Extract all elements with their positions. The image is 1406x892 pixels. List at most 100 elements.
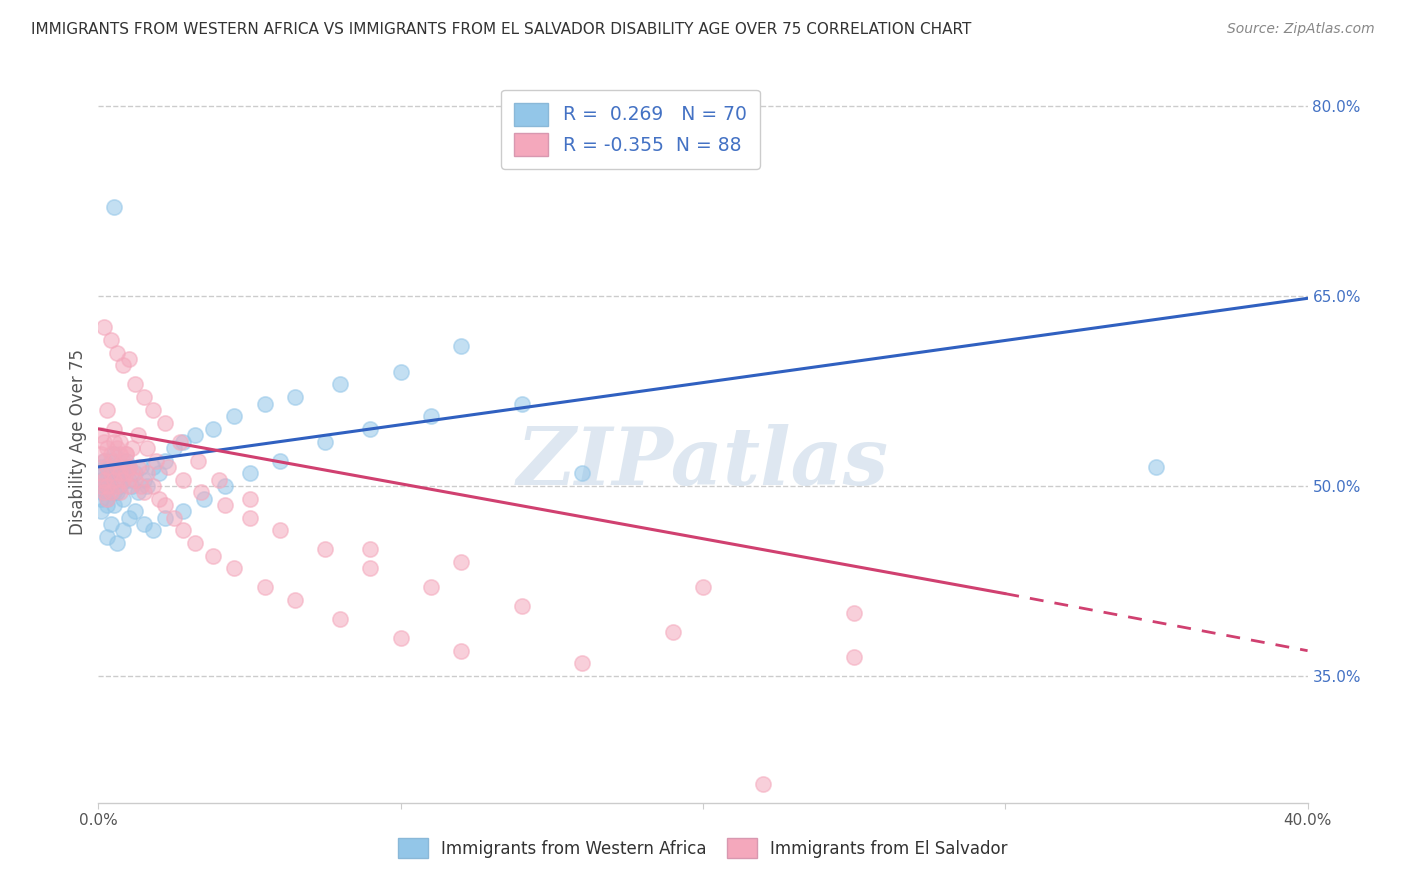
Point <box>103 422 125 436</box>
Point <box>118 510 141 524</box>
Point <box>172 434 194 449</box>
Point <box>103 200 125 214</box>
Point <box>105 346 128 360</box>
Point <box>172 523 194 537</box>
Point <box>127 485 149 500</box>
Point <box>239 510 262 524</box>
Point <box>96 491 118 506</box>
Point <box>314 434 336 449</box>
Point <box>108 434 131 449</box>
Point <box>142 402 165 417</box>
Point <box>103 498 125 512</box>
Point <box>124 377 146 392</box>
Point <box>100 453 122 467</box>
Point <box>172 504 194 518</box>
Point <box>153 416 176 430</box>
Point <box>510 396 533 410</box>
Point <box>510 599 533 614</box>
Text: IMMIGRANTS FROM WESTERN AFRICA VS IMMIGRANTS FROM EL SALVADOR DISABILITY AGE OVE: IMMIGRANTS FROM WESTERN AFRICA VS IMMIGR… <box>31 22 972 37</box>
Point <box>105 473 128 487</box>
Point <box>214 498 236 512</box>
Point <box>132 485 155 500</box>
Point <box>90 428 112 442</box>
Point <box>202 549 225 563</box>
Point <box>184 536 207 550</box>
Legend: Immigrants from Western Africa, Immigrants from El Salvador: Immigrants from Western Africa, Immigran… <box>389 830 1017 867</box>
Point <box>190 485 212 500</box>
Point <box>96 459 118 474</box>
Point <box>103 453 125 467</box>
Point <box>90 479 112 493</box>
Point <box>90 473 112 487</box>
Point <box>127 428 149 442</box>
Point <box>96 459 118 474</box>
Point <box>661 624 683 639</box>
Point <box>96 402 118 417</box>
Point <box>105 479 128 493</box>
Point <box>114 453 136 467</box>
Point <box>844 606 866 620</box>
Point <box>360 422 382 436</box>
Point <box>118 352 141 367</box>
Point <box>360 561 382 575</box>
Point <box>193 491 215 506</box>
Point <box>121 479 143 493</box>
Point <box>142 479 165 493</box>
Point <box>284 390 307 404</box>
Point <box>114 447 136 461</box>
Text: ZIPatlas: ZIPatlas <box>517 425 889 502</box>
Point <box>314 542 336 557</box>
Point <box>132 390 155 404</box>
Point <box>163 510 186 524</box>
Point <box>692 580 714 594</box>
Point <box>121 441 143 455</box>
Point <box>239 467 262 481</box>
Point <box>96 530 118 544</box>
Point <box>142 459 165 474</box>
Point <box>103 485 125 500</box>
Point <box>93 453 115 467</box>
Point <box>450 555 472 569</box>
Point <box>114 467 136 481</box>
Point <box>135 467 157 481</box>
Point <box>93 434 115 449</box>
Point <box>111 491 134 506</box>
Point <box>752 777 775 791</box>
Point <box>187 453 209 467</box>
Text: Source: ZipAtlas.com: Source: ZipAtlas.com <box>1227 22 1375 37</box>
Point <box>96 473 118 487</box>
Point <box>118 459 141 474</box>
Point <box>108 479 131 493</box>
Point <box>148 491 170 506</box>
Point <box>172 473 194 487</box>
Point <box>135 479 157 493</box>
Point <box>253 580 276 594</box>
Point <box>100 333 122 347</box>
Point <box>93 453 115 467</box>
Point <box>108 447 131 461</box>
Point <box>111 459 134 474</box>
Point <box>129 459 152 474</box>
Point <box>105 485 128 500</box>
Point <box>103 447 125 461</box>
Point <box>100 516 122 531</box>
Point <box>103 434 125 449</box>
Point <box>90 491 112 506</box>
Point <box>103 467 125 481</box>
Point <box>329 612 352 626</box>
Point <box>96 479 118 493</box>
Point <box>142 523 165 537</box>
Point <box>329 377 352 392</box>
Point <box>153 453 176 467</box>
Point <box>127 459 149 474</box>
Point <box>90 467 112 481</box>
Point <box>93 320 115 334</box>
Point <box>90 485 112 500</box>
Point <box>153 510 176 524</box>
Point <box>111 453 134 467</box>
Point <box>100 485 122 500</box>
Point <box>224 409 246 424</box>
Point <box>90 459 112 474</box>
Point <box>169 434 191 449</box>
Point <box>450 643 472 657</box>
